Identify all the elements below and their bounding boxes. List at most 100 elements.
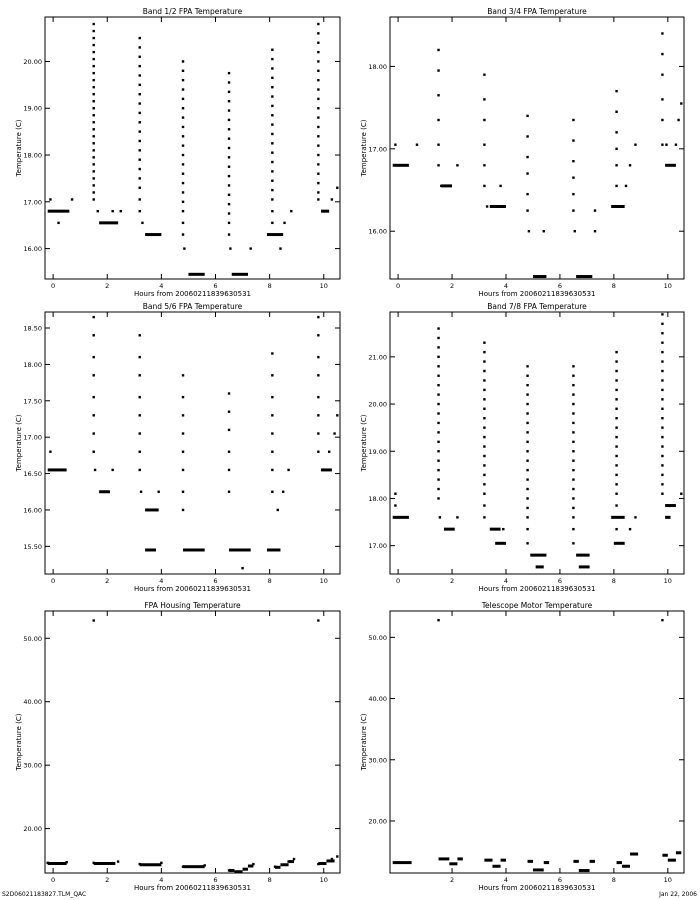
data-point: [92, 142, 95, 145]
data-point: [483, 454, 486, 458]
data-point: [437, 48, 440, 52]
data-run: [576, 553, 590, 557]
data-point: [336, 855, 339, 858]
data-point: [181, 865, 185, 868]
data-point: [483, 492, 486, 495]
data-point: [138, 36, 141, 40]
data-point: [181, 153, 185, 157]
data-point: [271, 170, 274, 173]
data-point: [526, 135, 529, 138]
data-point: [227, 71, 231, 75]
data-point: [483, 473, 486, 477]
y-axis-label: Temperature (C): [15, 119, 23, 177]
x-tick-label: 8: [612, 876, 616, 884]
data-point: [49, 209, 52, 213]
chart-title: Band 5/6 FPA Temperature: [143, 302, 243, 311]
data-point: [437, 487, 440, 491]
data-point: [483, 388, 486, 392]
data-run: [665, 515, 671, 519]
data-point: [317, 41, 320, 44]
data-point: [437, 336, 440, 340]
data-point: [92, 64, 95, 68]
data-point: [615, 435, 618, 439]
data-point: [160, 861, 163, 865]
data-point: [317, 334, 320, 337]
y-tick-label: 18.00: [23, 152, 42, 160]
data-point: [271, 198, 274, 201]
data-point: [138, 355, 141, 359]
data-point: [483, 483, 486, 486]
data-point: [181, 490, 185, 493]
x-tick-label: 8: [268, 577, 272, 585]
data-point: [615, 483, 618, 486]
data-point: [92, 43, 95, 47]
data-point: [70, 198, 74, 201]
data-point: [317, 315, 320, 319]
data-point: [615, 360, 618, 363]
data-point: [615, 426, 618, 429]
data-point: [111, 468, 114, 472]
y-tick-label: 18.00: [368, 495, 387, 503]
data-run: [318, 861, 327, 865]
data-point: [227, 212, 231, 215]
x-tick-label: 6: [558, 876, 562, 884]
data-point: [661, 464, 664, 467]
y-tick-label: 20.00: [23, 58, 42, 66]
data-point: [483, 407, 486, 410]
data-point: [138, 186, 141, 189]
x-tick-label: 8: [612, 577, 616, 585]
data-point: [271, 67, 274, 70]
data-point: [615, 184, 618, 188]
data-run: [183, 548, 205, 552]
y-axis-label: Temperature (C): [15, 713, 23, 771]
data-point: [437, 497, 440, 500]
data-point: [181, 468, 185, 472]
data-point: [615, 110, 618, 113]
data-point: [92, 163, 95, 166]
data-point: [92, 128, 95, 131]
data-point: [317, 191, 320, 194]
data-point: [271, 104, 274, 108]
chart-panel-3: Band 5/6 FPA Temperature Hours from 20060…: [15, 302, 341, 593]
data-point: [661, 388, 664, 392]
data-run: [495, 541, 506, 545]
data-point: [252, 862, 255, 866]
data-point: [615, 369, 618, 373]
data-point: [526, 431, 529, 434]
data-point: [526, 374, 529, 377]
data-run: [543, 861, 550, 865]
data-point: [317, 97, 320, 101]
x-tick-label: 4: [504, 282, 508, 290]
data-run: [532, 275, 547, 279]
data-point: [139, 490, 143, 493]
data-point: [181, 144, 185, 147]
data-point: [615, 350, 618, 354]
data-point: [181, 450, 185, 453]
data-point: [138, 395, 141, 399]
data-point: [661, 435, 664, 439]
data-point: [661, 322, 664, 326]
data-point: [483, 369, 486, 373]
data-point: [572, 402, 575, 406]
x-tick-label: 2: [450, 876, 454, 884]
x-tick-label: 6: [558, 282, 562, 290]
data-point: [92, 114, 95, 117]
data-point: [227, 468, 231, 472]
data-run: [530, 553, 547, 557]
data-point: [49, 198, 52, 201]
data-point: [677, 118, 680, 122]
data-point: [92, 619, 95, 622]
data-point: [181, 107, 185, 110]
data-point: [227, 118, 231, 122]
data-point: [615, 147, 618, 151]
y-tick-label: 30.00: [23, 762, 42, 770]
data-run: [500, 858, 506, 862]
data-point: [526, 506, 529, 510]
data-point: [661, 492, 664, 495]
data-point: [181, 181, 185, 185]
x-tick-label: 8: [268, 876, 272, 884]
x-tick-label: 10: [320, 876, 328, 884]
data-run: [99, 490, 110, 494]
data-point: [92, 191, 95, 194]
x-tick-label: 2: [450, 282, 454, 290]
